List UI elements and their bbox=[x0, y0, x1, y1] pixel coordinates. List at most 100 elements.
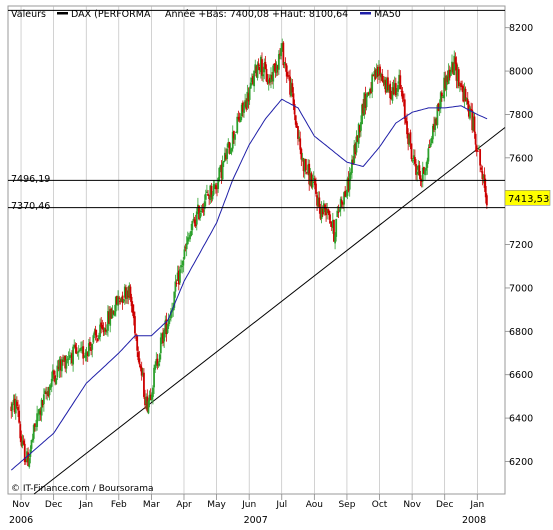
candle-down bbox=[10, 406, 13, 412]
candle-up bbox=[226, 148, 229, 159]
month-label: Mar bbox=[143, 500, 160, 510]
last-value-tag-bg bbox=[504, 190, 551, 206]
candle-down bbox=[116, 295, 118, 305]
candle-up bbox=[244, 100, 247, 107]
candle-down bbox=[433, 123, 435, 130]
plot-frame bbox=[7, 5, 506, 495]
candle-up bbox=[218, 167, 221, 181]
candle-up bbox=[190, 230, 193, 237]
candle-up bbox=[111, 310, 114, 318]
candle-down bbox=[136, 335, 139, 351]
candle-up bbox=[28, 458, 31, 468]
candle-down bbox=[18, 410, 21, 423]
month-label: Jan bbox=[78, 500, 93, 510]
month-label: Nov bbox=[12, 500, 30, 510]
candle-down bbox=[435, 118, 438, 125]
candle-up bbox=[191, 221, 194, 231]
candle-down bbox=[484, 186, 487, 198]
candle-down bbox=[403, 99, 406, 120]
candle-up bbox=[170, 311, 172, 319]
candle-up bbox=[234, 134, 236, 140]
candle-up bbox=[456, 69, 459, 82]
candle-down bbox=[340, 200, 343, 204]
candle-up bbox=[51, 370, 54, 379]
candle-down bbox=[162, 332, 164, 344]
ma50-layer bbox=[10, 98, 488, 471]
candle-down bbox=[460, 83, 462, 87]
candle-up bbox=[126, 290, 128, 299]
candle-up bbox=[360, 122, 362, 131]
candle-up bbox=[192, 218, 195, 220]
candle-up bbox=[336, 210, 339, 218]
candle-down bbox=[86, 353, 89, 357]
trendline bbox=[33, 127, 506, 495]
candle-up bbox=[141, 373, 144, 375]
candle-up bbox=[161, 333, 163, 339]
candle-down bbox=[15, 401, 18, 406]
candle-down bbox=[62, 360, 64, 362]
candle-up bbox=[307, 164, 309, 174]
last-value-tag: 7413,53 bbox=[504, 190, 551, 206]
candle-down bbox=[409, 132, 412, 144]
candle-down bbox=[422, 166, 425, 174]
candle-up bbox=[42, 394, 45, 405]
candle-up bbox=[482, 175, 485, 179]
candle-up bbox=[92, 335, 95, 343]
candle-up bbox=[465, 97, 468, 100]
candle-down bbox=[399, 75, 402, 90]
candle-up bbox=[443, 77, 446, 99]
candle-up bbox=[335, 218, 338, 237]
candle-up bbox=[259, 57, 262, 73]
candle-down bbox=[389, 83, 392, 99]
candle-down bbox=[448, 69, 451, 78]
candle-up bbox=[205, 191, 208, 193]
candle-down bbox=[75, 347, 78, 354]
candle-up bbox=[93, 331, 96, 335]
candle-down bbox=[299, 138, 302, 150]
candle-down bbox=[53, 370, 55, 375]
candle-up bbox=[68, 355, 71, 358]
candle-up bbox=[73, 345, 76, 347]
candle-up bbox=[373, 71, 376, 75]
month-label: Nov bbox=[403, 500, 421, 510]
candle-up bbox=[267, 79, 270, 84]
candle-up bbox=[164, 320, 167, 331]
candle-down bbox=[100, 322, 103, 328]
candle-up bbox=[369, 89, 371, 95]
candle-up bbox=[426, 160, 429, 168]
candle-down bbox=[225, 154, 227, 160]
candle-down bbox=[108, 311, 110, 324]
candle-down bbox=[480, 167, 483, 170]
candle-up bbox=[81, 347, 83, 349]
candle-up bbox=[348, 173, 351, 190]
y-tick-label: 7600 bbox=[509, 153, 533, 164]
candle-up bbox=[12, 400, 15, 403]
legend-ma-label: MA50 bbox=[374, 9, 401, 20]
candle-down bbox=[119, 300, 122, 302]
candle-up bbox=[99, 324, 101, 337]
candle-down bbox=[102, 327, 105, 333]
candle-down bbox=[274, 63, 277, 73]
candle-down bbox=[90, 346, 92, 351]
candle-up bbox=[236, 116, 239, 133]
candle-up bbox=[63, 357, 66, 361]
candle-up bbox=[388, 85, 390, 92]
candle-down bbox=[20, 436, 23, 446]
candle-up bbox=[436, 105, 439, 126]
candle-down bbox=[297, 126, 299, 139]
candle-up bbox=[66, 359, 69, 361]
candle-up bbox=[478, 148, 480, 150]
candle-down bbox=[372, 75, 375, 77]
candle-up bbox=[281, 43, 284, 49]
candle-up bbox=[303, 158, 306, 172]
candle-up bbox=[317, 197, 320, 207]
candle-down bbox=[95, 335, 98, 338]
candle-down bbox=[318, 197, 321, 208]
candle-up bbox=[44, 390, 46, 394]
trend-layer bbox=[33, 127, 506, 495]
candle-down bbox=[22, 440, 25, 445]
candle-up bbox=[272, 65, 275, 82]
candle-up bbox=[326, 209, 329, 214]
candle-up bbox=[240, 104, 243, 117]
